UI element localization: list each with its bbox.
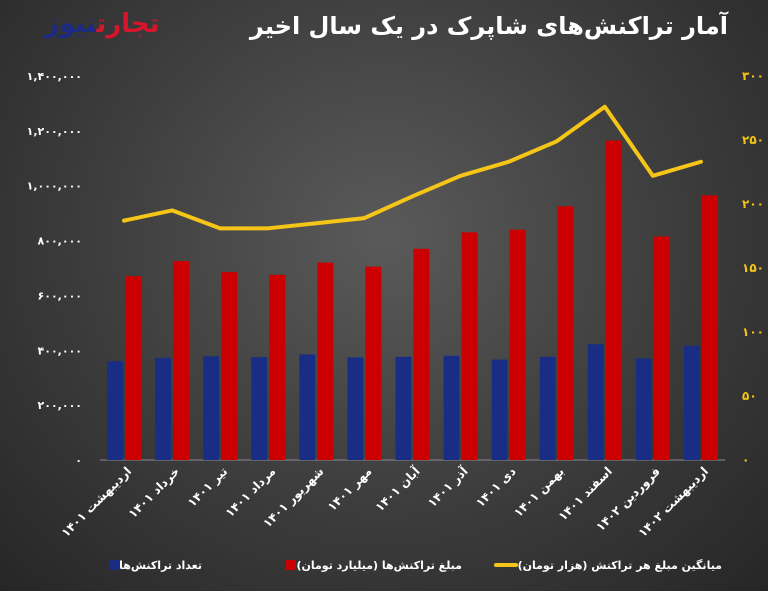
chart-header: تجارتنیوز آمار تراکنش‌های شاپرک در یک سا… <box>0 0 768 60</box>
legend-label: تعداد تراکنش‌ها <box>119 558 202 572</box>
brand-logo: تجارتنیوز <box>44 9 161 39</box>
bar-count <box>251 357 268 460</box>
y-left-tick-label: ۰ <box>75 454 82 467</box>
legend: تعداد تراکنش‌ها مبلغ تراکنش‌ها (میلیارد ت… <box>0 550 768 580</box>
bar-amount <box>221 272 238 460</box>
x-tick-label: اردیبهشت ۱۴۰۱ <box>59 464 135 540</box>
bar-amount <box>557 206 574 460</box>
legend-item: مبلغ تراکنش‌ها (میلیارد تومان) <box>286 558 468 572</box>
bar-amount <box>605 140 622 460</box>
legend-swatch-line <box>493 563 518 567</box>
bar-count <box>587 344 604 460</box>
x-tick-label: مهر ۱۴۰۱ <box>325 464 375 514</box>
logo-text-part2: نیوز <box>44 9 97 39</box>
bar-amount <box>365 266 382 460</box>
bar-amount <box>317 262 334 460</box>
x-tick-label: آبان ۱۴۰۱ <box>372 463 423 514</box>
bar-amount <box>269 274 286 460</box>
logo-text-part1: تجارت <box>96 9 161 39</box>
bar-amount <box>413 248 430 460</box>
y-left-tick-label: ۴۰۰,۰۰۰ <box>38 344 82 357</box>
bar-count <box>635 358 652 460</box>
legend-label: مبلغ تراکنش‌ها (میلیارد تومان) <box>296 558 462 572</box>
y-left-tick-label: ۱,۴۰۰,۰۰۰ <box>27 70 82 83</box>
bar-amount <box>653 236 670 460</box>
chart-canvas: ۰ ۲۰۰,۰۰۰ ۴۰۰,۰۰۰ ۶۰۰,۰۰۰ ۸۰۰,۰۰۰ ۱,۰۰۰,۰۰۰ ۱,… <box>27 69 764 540</box>
y-left-tick-label: ۲۰۰,۰۰۰ <box>38 399 82 412</box>
y-right-tick-label: ۲۵۰ <box>742 133 764 147</box>
legend-item: تعداد تراکنش‌ها <box>109 558 208 572</box>
average-series-line <box>122 104 703 231</box>
y-right-tick-label: ۲۰۰ <box>742 197 764 211</box>
line-group <box>122 104 703 231</box>
x-tick-label: آذر ۱۴۰۱ <box>424 463 471 510</box>
y-left-tick-label: ۱,۲۰۰,۰۰۰ <box>27 125 82 138</box>
legend-item: میانگین مبلغ هر تراکنش (هزار تومان) <box>493 558 728 572</box>
bar-count <box>299 354 316 460</box>
y-right-tick-label: ۵۰ <box>742 389 757 403</box>
bar-count <box>683 345 700 460</box>
y-left-tick-label: ۱,۰۰۰,۰۰۰ <box>27 180 82 193</box>
bar-amount <box>701 195 718 461</box>
legend-label: میانگین مبلغ هر تراکنش (هزار تومان) <box>517 558 722 572</box>
bar-amount <box>509 229 526 460</box>
y-right-tick-label: ۱۰۰ <box>742 325 764 339</box>
bar-count <box>395 356 412 460</box>
bar-amount <box>461 232 478 460</box>
bar-count <box>347 357 364 460</box>
bar-count <box>491 359 508 460</box>
x-tick-label: خرداد ۱۴۰۱ <box>126 464 183 521</box>
bar-amount <box>173 261 190 460</box>
bar-count <box>155 357 172 460</box>
y-left-tick-label: ۶۰۰,۰۰۰ <box>38 289 82 302</box>
y-left-tick-label: ۸۰۰,۰۰۰ <box>38 235 82 248</box>
x-tick-label: دی ۱۴۰۱ <box>473 464 519 510</box>
bar-count <box>203 356 220 460</box>
bar-amount <box>125 276 142 460</box>
bar-count <box>539 356 556 460</box>
bar-count <box>107 361 124 460</box>
x-tick-label: تیر ۱۴۰۱ <box>185 464 230 509</box>
bars-group <box>107 140 718 461</box>
y-right-tick-label: ۱۵۰ <box>742 261 764 275</box>
axes-group: ۰ ۲۰۰,۰۰۰ ۴۰۰,۰۰۰ ۶۰۰,۰۰۰ ۸۰۰,۰۰۰ ۱,۰۰۰,۰۰۰ ۱,… <box>27 69 764 467</box>
chart-title: آمار تراکنش‌های شاپرک در یک سال اخیر <box>249 12 728 40</box>
legend-swatch-bar <box>109 560 120 570</box>
legend-swatch-bar <box>286 560 297 570</box>
y-right-tick-label: ۰ <box>742 453 749 467</box>
bar-count <box>443 355 460 460</box>
y-right-tick-label: ۳۰۰ <box>742 69 764 83</box>
